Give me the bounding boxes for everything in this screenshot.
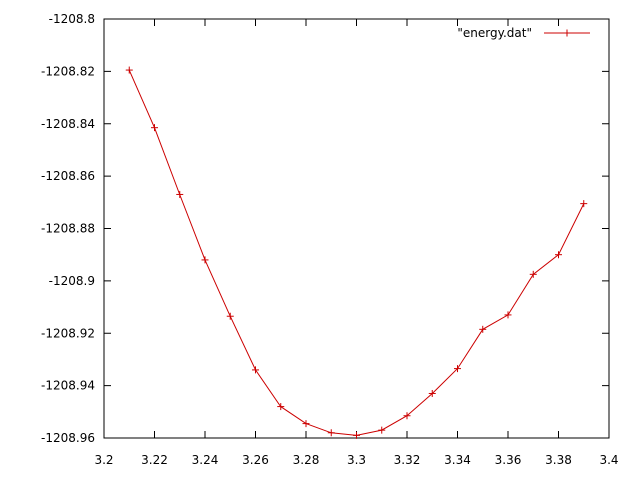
x-tick-label: 3.28	[293, 453, 320, 467]
data-point	[176, 190, 184, 198]
y-tick-label: -1208.88	[41, 222, 95, 236]
y-tick-label: -1208.86	[41, 169, 95, 183]
x-tick-label: 3.32	[394, 453, 421, 467]
data-point	[479, 325, 487, 333]
y-tick-label: -1208.92	[41, 326, 95, 340]
x-tick-label: 3.34	[444, 453, 471, 467]
data-point	[403, 412, 411, 420]
data-point	[428, 389, 436, 397]
x-axis-tick-labels: 3.2 3.22 3.24 3.26 3.28 3.3 3.32 3.34 3.36 3.38 3.…	[94, 453, 618, 467]
data-point	[454, 365, 461, 373]
data-point	[277, 403, 285, 411]
data-point	[529, 270, 537, 278]
x-tick-label: 3.2	[94, 453, 113, 467]
y-tick-label: -1208.8	[49, 12, 95, 26]
x-tick-label: 3.3	[347, 453, 366, 467]
y-tick-label: -1208.84	[41, 117, 95, 131]
legend-marker	[563, 29, 571, 37]
data-point	[125, 66, 133, 74]
x-tick-label: 3.26	[242, 453, 269, 467]
axis-ticks	[103, 18, 610, 439]
data-point	[201, 256, 209, 264]
data-point	[252, 366, 259, 374]
data-point	[555, 251, 562, 259]
y-tick-label: -1208.82	[41, 64, 95, 78]
data-point	[353, 431, 360, 439]
legend-label: "energy.dat"	[457, 26, 532, 40]
data-point	[302, 420, 310, 428]
series-layer	[125, 66, 588, 439]
data-point	[151, 124, 158, 132]
data-point	[226, 312, 234, 320]
plot-frame	[103, 18, 610, 439]
x-tick-label: 3.4	[599, 453, 618, 467]
y-tick-label: -1208.9	[49, 274, 95, 288]
y-tick-label: -1208.96	[41, 431, 95, 445]
data-point	[378, 426, 386, 434]
x-tick-label: 3.24	[192, 453, 219, 467]
x-tick-label: 3.36	[495, 453, 522, 467]
x-tick-label: 3.38	[545, 453, 572, 467]
y-tick-label: -1208.94	[41, 379, 95, 393]
y-axis-tick-labels: -1208.8 -1208.82 -1208.84 -1208.86 -1208.88 -…	[41, 12, 95, 445]
x-tick-label: 3.22	[141, 453, 168, 467]
data-point	[504, 311, 512, 319]
data-point	[580, 200, 588, 208]
legend: "energy.dat"	[457, 26, 590, 40]
data-point	[327, 429, 335, 437]
series-line	[128, 69, 585, 436]
